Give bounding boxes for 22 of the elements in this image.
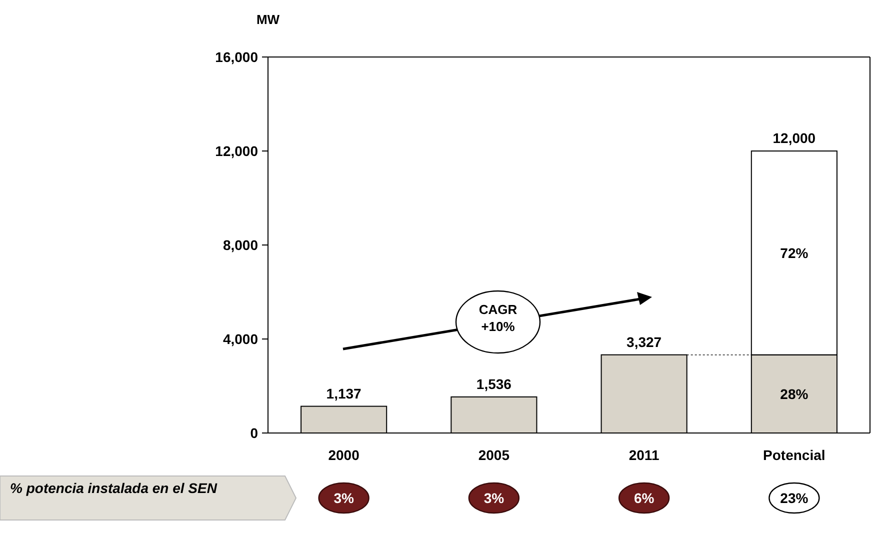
annotation: 72% xyxy=(780,244,809,261)
y-tick-label: 8,000 xyxy=(222,237,258,253)
x-tick-label: 2005 xyxy=(478,447,510,463)
text: 3% xyxy=(484,490,505,506)
text: 6% xyxy=(634,490,655,506)
annotation: CAGR +10% xyxy=(478,302,518,334)
x-tick-label: Potencial xyxy=(763,447,826,463)
y-tick-label: 16,000 xyxy=(215,49,258,65)
y-tick-label: 0 xyxy=(250,425,258,441)
x-tick-label: 2000 xyxy=(328,447,360,463)
total-label: 12,000 xyxy=(772,130,816,146)
y-tick-label: 12,000 xyxy=(215,143,258,159)
annotation: 28% xyxy=(780,386,809,402)
text: % potencia instalada en el SEN xyxy=(10,480,218,497)
y-tick-label: 4,000 xyxy=(222,331,258,347)
y-axis-title: MW xyxy=(256,12,280,27)
text: 23% xyxy=(780,490,809,506)
total-label: 1,536 xyxy=(476,376,512,392)
x-tick-label: 2011 xyxy=(628,447,660,463)
total-label: 3,327 xyxy=(626,334,662,350)
total-label: 1,137 xyxy=(326,385,362,402)
text: 3% xyxy=(334,490,354,506)
